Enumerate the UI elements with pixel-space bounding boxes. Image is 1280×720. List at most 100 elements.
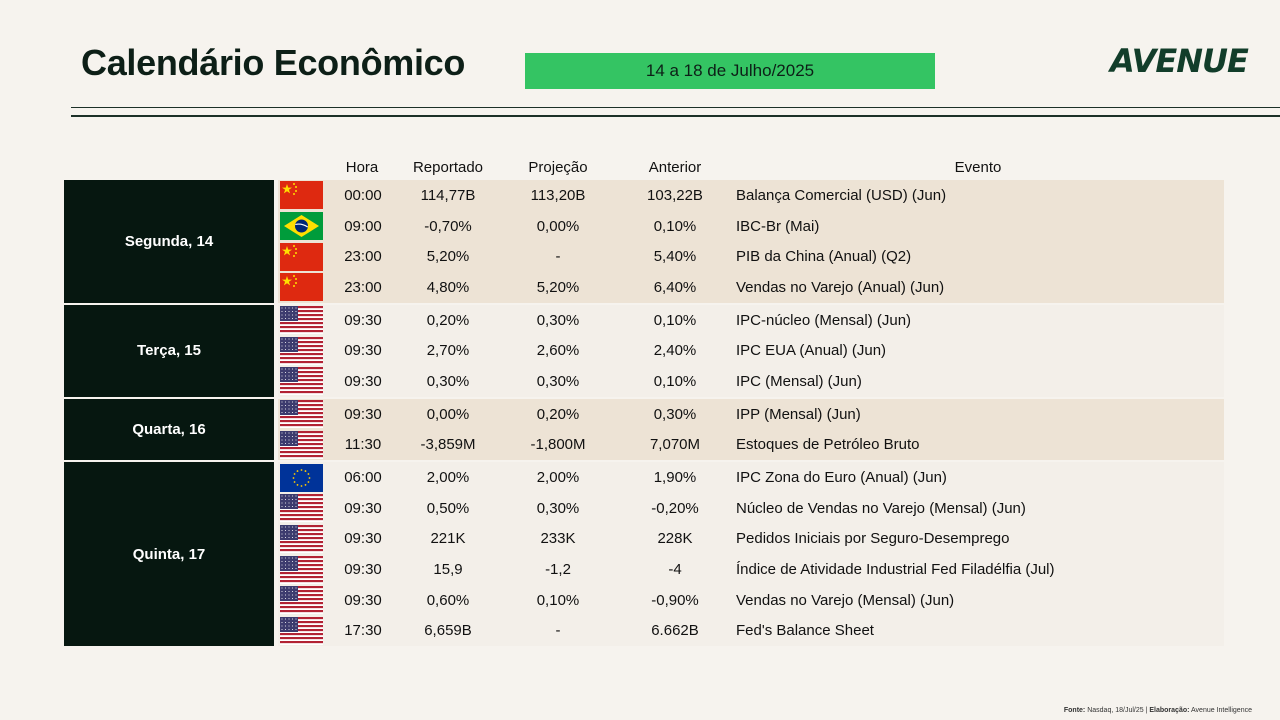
- table-row: 00:00 114,77B 113,20B 103,22B Balança Comerc…: [278, 180, 1224, 211]
- day-group: Quarta, 16 09:30 0,00% 0,20% 0,30% IPP (Mensa…: [64, 398, 1224, 463]
- usa-flag-icon: [279, 430, 323, 459]
- china-flag-icon: [279, 181, 323, 210]
- flag-cell: [279, 399, 323, 430]
- day-label: Quarta, 16: [64, 398, 274, 461]
- reported-cell: 0,50%: [426, 499, 470, 517]
- elaboration-value: Avenue Intelligence: [1191, 707, 1252, 714]
- previous-cell: 228K: [657, 530, 693, 548]
- table-row: 17:30 6,659B - 6.662B Fed's Balance Sheet: [278, 615, 1224, 647]
- event-cell: Vendas no Varejo (Mensal) (Jun): [736, 591, 955, 609]
- time-cell: 09:30: [344, 591, 382, 609]
- day-group: Quinta, 17 06:00 2,00% 2,00% 1,90% IPC Zona d…: [64, 462, 1224, 647]
- flag-cell: [279, 493, 323, 524]
- table-row: 11:30 -3,859M -1,800M 7,070M Estoques de Pet…: [278, 429, 1224, 461]
- flag-cell: [279, 524, 323, 555]
- time-cell: 17:30: [344, 622, 382, 640]
- event-cell: Índice de Atividade Industrial Fed Filad…: [736, 561, 1055, 579]
- flag-cell: [279, 180, 323, 211]
- usa-flag-icon: [279, 306, 323, 335]
- column-headers: Hora Reportado Projeção Anterior Evento: [0, 159, 1280, 179]
- table-row: 09:00 -0,70% 0,00% 0,10% IBC-Br (Mai): [278, 210, 1224, 242]
- projection-cell: 0,00%: [536, 217, 580, 235]
- page-title: Calendário Econômico: [81, 42, 466, 83]
- projection-cell: -1,2: [545, 561, 571, 579]
- flag-cell: [279, 366, 323, 397]
- event-cell: Estoques de Petróleo Bruto: [736, 436, 920, 454]
- day-group: Terça, 15 09:30 0,20% 0,30% 0,10% IPC-núcleo …: [64, 304, 1224, 399]
- reported-cell: 2,70%: [426, 342, 470, 360]
- usa-flag-icon: [279, 616, 323, 645]
- column-header-reportado: Reportado: [412, 159, 484, 176]
- day-label: Terça, 15: [64, 304, 274, 397]
- event-cell: Núcleo de Vendas no Varejo (Mensal) (Jun…: [736, 499, 1026, 517]
- day-label: Segunda, 14: [64, 180, 274, 303]
- flag-cell: [279, 305, 323, 336]
- china-flag-icon: [279, 273, 323, 302]
- projection-cell: 5,20%: [536, 278, 580, 296]
- previous-cell: 7,070M: [649, 436, 701, 454]
- usa-flag-icon: [279, 494, 323, 523]
- event-cell: IPP (Mensal) (Jun): [736, 405, 861, 423]
- flag-cell: [279, 272, 323, 303]
- previous-cell: 6.662B: [651, 622, 699, 640]
- reported-cell: 114,77B: [420, 186, 476, 204]
- source-label: Fonte:: [1063, 707, 1086, 714]
- event-cell: IPC-núcleo (Mensal) (Jun): [736, 311, 912, 329]
- previous-cell: -0,20%: [651, 499, 699, 517]
- reported-cell: 15,9: [433, 561, 463, 579]
- table-row: 06:00 2,00% 2,00% 1,90% IPC Zona do Euro (An…: [278, 462, 1224, 493]
- flag-cell: [279, 430, 323, 461]
- previous-cell: 2,40%: [653, 342, 697, 360]
- day-group: Segunda, 14 00:00 114,77B 113,20B 103,22B Bal…: [64, 180, 1224, 305]
- previous-cell: -0,90%: [651, 591, 699, 609]
- projection-cell: 2,00%: [536, 469, 580, 487]
- time-cell: 00:00: [344, 186, 382, 204]
- projection-cell: 2,60%: [536, 342, 580, 360]
- usa-flag-icon: [279, 336, 323, 365]
- projection-cell: 0,10%: [536, 591, 580, 609]
- usa-flag-icon: [279, 400, 323, 429]
- flag-cell: [279, 462, 323, 493]
- source-value: Nasdaq, 18/Jul/25 |: [1087, 707, 1148, 714]
- time-cell: 06:00: [344, 469, 382, 487]
- event-cell: IPC EUA (Anual) (Jun): [736, 342, 887, 360]
- previous-cell: 0,10%: [653, 372, 697, 390]
- table-row: 09:30 0,20% 0,30% 0,10% IPC-núcleo (Mensal) …: [278, 304, 1224, 336]
- previous-cell: -4: [668, 561, 682, 579]
- table-row: 09:30 2,70% 2,60% 2,40% IPC EUA (Anual) (Jun…: [278, 335, 1224, 367]
- table-row: 09:30 0,50% 0,30% -0,20% Núcleo de Vendas no…: [278, 492, 1224, 524]
- usa-flag-icon: [279, 586, 323, 615]
- reported-cell: 0,60%: [426, 591, 470, 609]
- usa-flag-icon: [279, 367, 323, 396]
- projection-cell: 0,30%: [536, 372, 580, 390]
- reported-cell: 0,30%: [426, 372, 470, 390]
- reported-cell: 0,20%: [426, 311, 470, 329]
- column-header-hora: Hora: [345, 159, 379, 176]
- time-cell: 09:30: [344, 499, 382, 517]
- time-cell: 11:30: [344, 436, 382, 454]
- previous-cell: 5,40%: [653, 248, 697, 266]
- previous-cell: 6,40%: [653, 278, 697, 296]
- reported-cell: 2,00%: [426, 469, 470, 487]
- usa-flag-icon: [279, 555, 323, 584]
- reported-cell: 5,20%: [426, 248, 470, 266]
- eu-flag-icon: [279, 463, 323, 492]
- time-cell: 09:30: [344, 342, 382, 360]
- event-cell: Fed's Balance Sheet: [736, 622, 874, 640]
- header-divider-thick: [71, 115, 1280, 117]
- event-cell: PIB da China (Anual) (Q2): [736, 248, 912, 266]
- time-cell: 09:30: [344, 311, 382, 329]
- previous-cell: 0,10%: [653, 217, 697, 235]
- previous-cell: 0,10%: [653, 311, 697, 329]
- source-footer: Fonte: Nasdaq, 18/Jul/25 | Elaboração: A…: [1064, 707, 1252, 714]
- previous-cell: 103,22B: [647, 186, 703, 204]
- table-row: 23:00 4,80% 5,20% 6,40% Vendas no Varejo (An…: [278, 272, 1224, 303]
- brazil-flag-icon: [279, 212, 323, 241]
- reported-cell: -3,859M: [420, 436, 476, 454]
- time-cell: 09:30: [344, 530, 382, 548]
- flag-cell: [279, 554, 323, 585]
- flag-cell: [279, 585, 323, 616]
- table-row: 09:30 0,30% 0,30% 0,10% IPC (Mensal) (Jun): [278, 366, 1224, 397]
- table-row: 09:30 221K 233K 228K Pedidos Iniciais por Se…: [278, 523, 1224, 555]
- time-cell: 09:30: [344, 561, 382, 579]
